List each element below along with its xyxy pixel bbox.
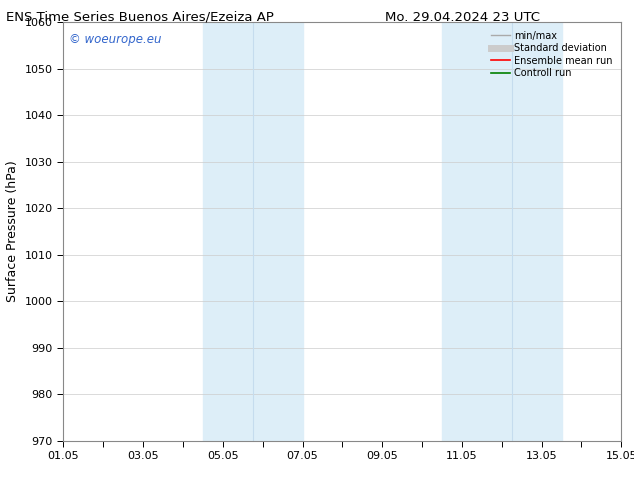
Text: © woeurope.eu: © woeurope.eu	[69, 32, 162, 46]
Y-axis label: Surface Pressure (hPa): Surface Pressure (hPa)	[6, 161, 19, 302]
Bar	[203, 22, 302, 441]
Bar	[442, 22, 562, 441]
Text: Mo. 29.04.2024 23 UTC: Mo. 29.04.2024 23 UTC	[385, 11, 540, 24]
Legend: min/max, Standard deviation, Ensemble mean run, Controll run: min/max, Standard deviation, Ensemble me…	[487, 27, 616, 82]
Text: ENS Time Series Buenos Aires/Ezeiza AP: ENS Time Series Buenos Aires/Ezeiza AP	[6, 11, 273, 24]
